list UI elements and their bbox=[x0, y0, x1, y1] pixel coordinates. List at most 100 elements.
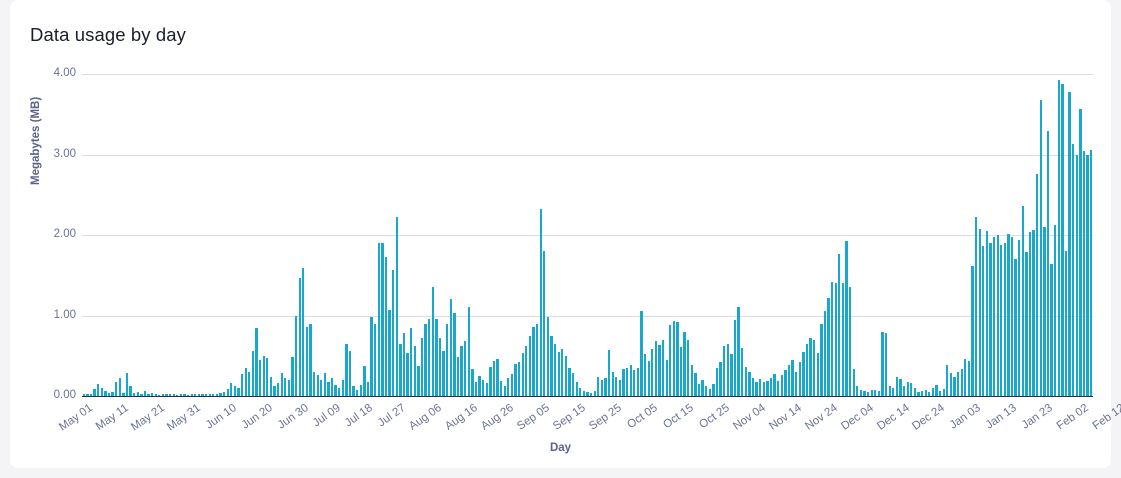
bar[interactable] bbox=[694, 372, 697, 396]
bar[interactable] bbox=[115, 382, 118, 396]
bar[interactable] bbox=[787, 365, 791, 396]
bar[interactable] bbox=[1028, 231, 1032, 396]
bar[interactable] bbox=[492, 360, 496, 396]
bar[interactable] bbox=[111, 391, 114, 396]
bar[interactable] bbox=[197, 393, 201, 396]
bar[interactable] bbox=[359, 384, 362, 396]
bar[interactable] bbox=[478, 375, 481, 396]
bar[interactable] bbox=[291, 357, 294, 396]
bar[interactable] bbox=[643, 354, 647, 396]
bar[interactable] bbox=[93, 388, 96, 396]
bar[interactable] bbox=[550, 336, 553, 396]
bar[interactable] bbox=[820, 323, 823, 396]
bar[interactable] bbox=[744, 367, 747, 396]
bar[interactable] bbox=[370, 317, 373, 396]
bar[interactable] bbox=[352, 386, 355, 396]
bar[interactable] bbox=[625, 367, 629, 396]
bar[interactable] bbox=[586, 391, 589, 396]
bar[interactable] bbox=[852, 368, 855, 396]
bar[interactable] bbox=[1036, 173, 1039, 396]
bar[interactable] bbox=[917, 391, 920, 396]
bar[interactable] bbox=[615, 376, 618, 396]
bar[interactable] bbox=[665, 359, 668, 396]
bar[interactable] bbox=[579, 387, 582, 396]
bar[interactable] bbox=[870, 390, 873, 396]
bar[interactable] bbox=[449, 298, 452, 396]
bar[interactable] bbox=[863, 391, 866, 396]
bar[interactable] bbox=[1039, 99, 1042, 396]
bar[interactable] bbox=[1025, 251, 1028, 396]
bar[interactable] bbox=[258, 359, 262, 396]
bar[interactable] bbox=[888, 385, 891, 396]
bar[interactable] bbox=[276, 383, 280, 396]
bar[interactable] bbox=[240, 374, 244, 396]
bar[interactable] bbox=[687, 339, 690, 396]
bar[interactable] bbox=[715, 367, 719, 396]
bar[interactable] bbox=[795, 371, 798, 396]
bar[interactable] bbox=[388, 309, 391, 396]
bar[interactable] bbox=[539, 209, 542, 396]
bar[interactable] bbox=[190, 394, 193, 396]
bar[interactable] bbox=[525, 346, 528, 396]
bar[interactable] bbox=[924, 389, 927, 396]
bar[interactable] bbox=[546, 317, 550, 396]
bar[interactable] bbox=[348, 350, 352, 396]
bar[interactable] bbox=[953, 376, 956, 396]
bar[interactable] bbox=[1014, 259, 1017, 396]
bar[interactable] bbox=[485, 383, 488, 396]
bar[interactable] bbox=[575, 381, 578, 396]
bar[interactable] bbox=[726, 343, 729, 396]
bar[interactable] bbox=[618, 379, 622, 396]
bar[interactable] bbox=[204, 394, 208, 396]
bar[interactable] bbox=[1003, 243, 1006, 396]
bar[interactable] bbox=[845, 241, 848, 396]
bar[interactable] bbox=[402, 333, 406, 396]
bar[interactable] bbox=[935, 384, 938, 396]
bar[interactable] bbox=[902, 385, 906, 396]
bar[interactable] bbox=[737, 306, 740, 396]
bar[interactable] bbox=[219, 392, 222, 396]
bar[interactable] bbox=[528, 335, 532, 396]
bar[interactable] bbox=[910, 383, 913, 396]
bar[interactable] bbox=[161, 394, 165, 396]
bar[interactable] bbox=[996, 235, 999, 396]
bar[interactable] bbox=[366, 381, 370, 396]
bar[interactable] bbox=[751, 377, 755, 396]
bar[interactable] bbox=[305, 326, 308, 396]
bar[interactable] bbox=[262, 355, 265, 396]
bar[interactable] bbox=[338, 387, 341, 396]
bar[interactable] bbox=[143, 391, 147, 396]
bar[interactable] bbox=[920, 391, 924, 396]
bar[interactable] bbox=[420, 338, 424, 396]
bar[interactable] bbox=[899, 379, 902, 396]
bar[interactable] bbox=[982, 246, 985, 396]
bar[interactable] bbox=[535, 324, 539, 396]
bar[interactable] bbox=[705, 385, 708, 396]
bar[interactable] bbox=[312, 371, 316, 396]
bar[interactable] bbox=[460, 346, 463, 396]
bar[interactable] bbox=[964, 358, 967, 396]
bar[interactable] bbox=[507, 378, 510, 396]
bar[interactable] bbox=[298, 278, 301, 396]
bar[interactable] bbox=[1018, 239, 1021, 396]
bar[interactable] bbox=[168, 393, 172, 396]
bar[interactable] bbox=[733, 319, 737, 396]
bar[interactable] bbox=[640, 310, 643, 396]
bar[interactable] bbox=[708, 388, 711, 396]
bar[interactable] bbox=[791, 359, 794, 396]
bar[interactable] bbox=[129, 386, 132, 396]
bar[interactable] bbox=[661, 339, 665, 396]
bar[interactable] bbox=[1032, 230, 1035, 396]
bar[interactable] bbox=[622, 369, 625, 396]
bar[interactable] bbox=[759, 379, 762, 396]
bar[interactable] bbox=[280, 373, 283, 396]
bar[interactable] bbox=[151, 392, 154, 396]
bar[interactable] bbox=[194, 394, 197, 396]
bar[interactable] bbox=[611, 371, 614, 396]
bar[interactable] bbox=[233, 386, 237, 396]
bar[interactable] bbox=[553, 344, 557, 396]
bar[interactable] bbox=[683, 331, 686, 396]
bar[interactable] bbox=[287, 379, 291, 396]
bar[interactable] bbox=[931, 387, 935, 396]
bar[interactable] bbox=[269, 376, 273, 396]
